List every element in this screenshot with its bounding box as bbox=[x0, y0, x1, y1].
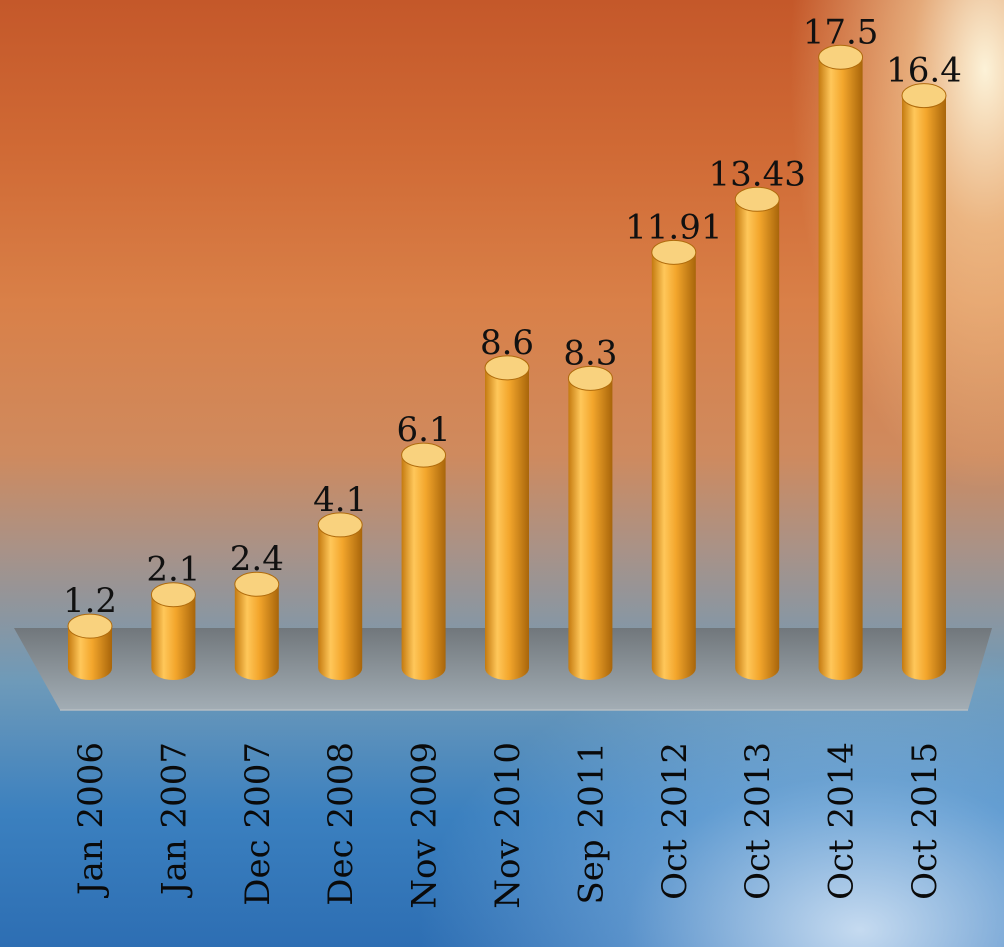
bar-top bbox=[67, 613, 113, 639]
bar-body bbox=[568, 378, 613, 680]
bar-value-label: 1.2 bbox=[63, 581, 117, 621]
bar-top bbox=[567, 365, 613, 391]
bar bbox=[401, 442, 447, 680]
bar-value-label: 8.6 bbox=[480, 323, 534, 363]
bar-value-label: 2.1 bbox=[146, 550, 200, 590]
category-label: Dec 2008 bbox=[321, 742, 361, 906]
bar-body bbox=[234, 584, 279, 680]
bar-top bbox=[818, 44, 864, 70]
bar-top bbox=[734, 186, 780, 212]
bar bbox=[734, 186, 780, 680]
bar-value-label: 16.4 bbox=[886, 51, 962, 91]
bar-value-label: 4.1 bbox=[313, 480, 367, 520]
bar bbox=[901, 83, 947, 680]
category-label: Nov 2009 bbox=[405, 742, 445, 909]
category-label: Nov 2010 bbox=[488, 742, 528, 909]
bar-top bbox=[401, 442, 447, 468]
category-label: Jan 2006 bbox=[71, 742, 111, 898]
bar-body bbox=[651, 252, 696, 680]
bar-body bbox=[485, 367, 529, 680]
bar-value-label: 13.43 bbox=[709, 154, 806, 194]
category-labels-group: Jan 2006 Jan 2007 Dec 2007 Dec 2008 Nov 2009… bbox=[71, 742, 945, 909]
bar-body bbox=[68, 626, 112, 680]
bar-value-label: 6.1 bbox=[397, 410, 451, 450]
category-label: Jan 2007 bbox=[154, 742, 194, 898]
bar-top bbox=[317, 512, 363, 538]
category-label: Oct 2014 bbox=[822, 742, 862, 900]
bar-value-label: 11.91 bbox=[625, 207, 722, 247]
category-label: Oct 2015 bbox=[905, 742, 945, 900]
bar bbox=[484, 355, 530, 680]
bar bbox=[818, 44, 864, 680]
category-label: Dec 2007 bbox=[238, 742, 278, 906]
bar-top bbox=[484, 355, 530, 381]
bar bbox=[651, 239, 697, 680]
bar-body bbox=[151, 594, 196, 680]
bar-top bbox=[651, 239, 697, 265]
bar-body bbox=[318, 524, 363, 680]
bar bbox=[567, 365, 613, 680]
value-labels-group: 1.2 2.1 2.4 4.1 6.1 8.6 8.3 11.91 13.43 17.516.4 bbox=[63, 12, 962, 621]
bar bbox=[234, 571, 280, 680]
bar-value-label: 8.3 bbox=[563, 333, 617, 373]
bar-value-label: 17.5 bbox=[803, 12, 879, 52]
bar bbox=[317, 512, 363, 680]
bar-top bbox=[234, 571, 280, 597]
category-label: Oct 2013 bbox=[738, 742, 778, 900]
bar bbox=[150, 582, 196, 680]
bar-top bbox=[901, 83, 947, 109]
category-label: Sep 2011 bbox=[571, 742, 611, 905]
bar bbox=[67, 613, 113, 680]
bars-group bbox=[67, 44, 947, 680]
bar-top bbox=[150, 582, 196, 608]
bar-body bbox=[818, 57, 863, 680]
bar-value-label: 2.4 bbox=[230, 539, 284, 579]
bar-body bbox=[401, 455, 446, 680]
bar-body bbox=[735, 199, 780, 680]
bar-body bbox=[902, 95, 946, 680]
category-label: Oct 2012 bbox=[655, 742, 695, 900]
